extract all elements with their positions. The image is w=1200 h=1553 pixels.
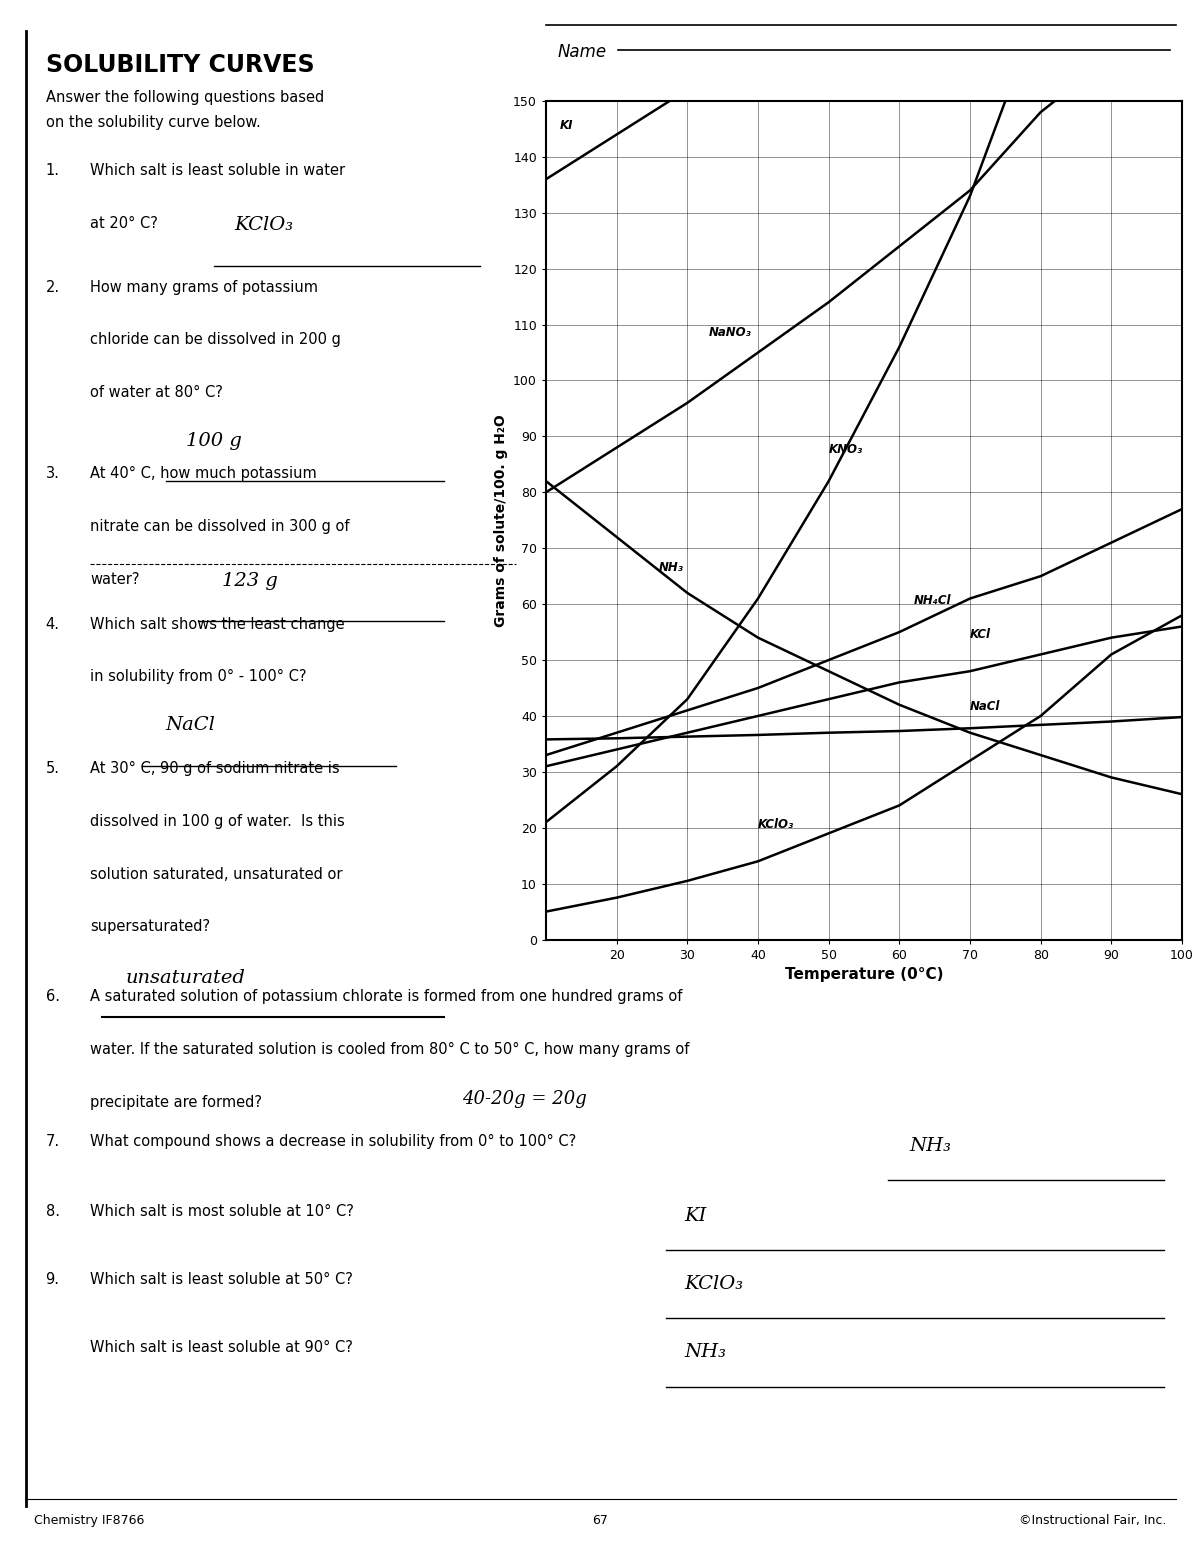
Text: NH₃: NH₃ [684,1343,726,1362]
Text: of water at 80° C?: of water at 80° C? [90,385,223,401]
Text: Chemistry IF8766: Chemistry IF8766 [34,1514,144,1527]
Text: NaCl: NaCl [970,700,1001,713]
Text: unsaturated: unsaturated [126,969,246,988]
Text: KI: KI [560,120,574,132]
Text: NaCl: NaCl [166,716,216,735]
Text: KI: KI [684,1207,707,1225]
Text: At 30° C, 90 g of sodium nitrate is: At 30° C, 90 g of sodium nitrate is [90,761,340,776]
Text: How many grams of potassium: How many grams of potassium [90,280,318,295]
Text: KCl: KCl [970,627,991,641]
Text: precipitate are formed?: precipitate are formed? [90,1095,262,1110]
Y-axis label: Grams of solute/100. g H₂O: Grams of solute/100. g H₂O [493,415,508,626]
Text: 6.: 6. [46,989,60,1005]
Text: 5.: 5. [46,761,60,776]
Text: ©Instructional Fair, Inc.: ©Instructional Fair, Inc. [1019,1514,1166,1527]
Text: 123 g: 123 g [222,572,278,590]
Text: 7.: 7. [46,1134,60,1149]
Text: 2.: 2. [46,280,60,295]
Text: 4.: 4. [46,617,60,632]
Text: NaNO₃: NaNO₃ [708,326,751,339]
Text: Which salt is least soluble in water: Which salt is least soluble in water [90,163,346,179]
Text: KClO₃: KClO₃ [234,216,293,235]
Text: KClO₃: KClO₃ [684,1275,743,1294]
X-axis label: Temperature (0°C): Temperature (0°C) [785,968,943,981]
Text: At 40° C, how much potassium: At 40° C, how much potassium [90,466,317,481]
Text: solution saturated, unsaturated or: solution saturated, unsaturated or [90,867,342,882]
Text: Which salt is most soluble at 10° C?: Which salt is most soluble at 10° C? [90,1204,354,1219]
Text: What compound shows a decrease in solubility from 0° to 100° C?: What compound shows a decrease in solubi… [90,1134,576,1149]
Text: nitrate can be dissolved in 300 g of: nitrate can be dissolved in 300 g of [90,519,349,534]
Text: 8.: 8. [46,1204,60,1219]
Text: Which salt shows the least change: Which salt shows the least change [90,617,344,632]
Text: SOLUBILITY CURVES: SOLUBILITY CURVES [46,53,314,76]
Text: dissolved in 100 g of water.  Is this: dissolved in 100 g of water. Is this [90,814,344,829]
Text: chloride can be dissolved in 200 g: chloride can be dissolved in 200 g [90,332,341,348]
Text: supersaturated?: supersaturated? [90,919,210,935]
Text: A saturated solution of potassium chlorate is formed from one hundred grams of: A saturated solution of potassium chlora… [90,989,683,1005]
Text: water?: water? [90,572,139,587]
Text: at 20° C?: at 20° C? [90,216,158,231]
Text: 40-20g = 20g: 40-20g = 20g [462,1090,587,1109]
Text: Which salt is least soluble at 90° C?: Which salt is least soluble at 90° C? [90,1340,353,1356]
Text: NH₃: NH₃ [910,1137,952,1155]
Text: NH₄Cl: NH₄Cl [913,595,950,607]
Text: Answer the following questions based: Answer the following questions based [46,90,324,106]
Text: Which salt is least soluble at 50° C?: Which salt is least soluble at 50° C? [90,1272,353,1287]
Text: 1.: 1. [46,163,60,179]
Text: Name: Name [558,43,607,62]
Text: 100 g: 100 g [186,432,242,450]
Text: on the solubility curve below.: on the solubility curve below. [46,115,260,130]
Text: KNO₃: KNO₃ [829,443,863,457]
Text: 67: 67 [592,1514,608,1527]
Text: 9.: 9. [46,1272,60,1287]
Text: KClO₃: KClO₃ [758,818,794,831]
Text: NH₃: NH₃ [659,561,684,573]
Text: in solubility from 0° - 100° C?: in solubility from 0° - 100° C? [90,669,306,685]
Text: water. If the saturated solution is cooled from 80° C to 50° C, how many grams o: water. If the saturated solution is cool… [90,1042,689,1058]
Text: 3.: 3. [46,466,60,481]
